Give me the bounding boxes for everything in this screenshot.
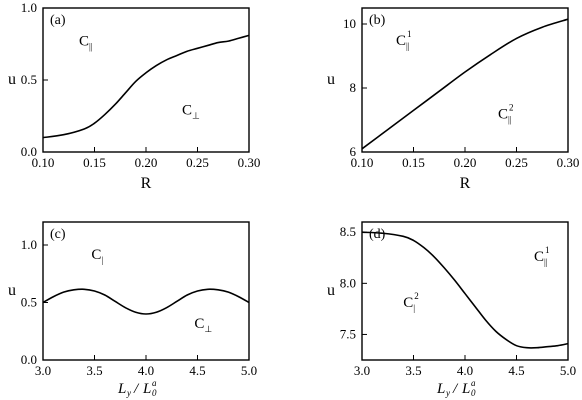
y-tick-label: 0.5 xyxy=(21,295,37,310)
x-tick-label: 3.5 xyxy=(405,363,421,378)
panel-label: (b) xyxy=(369,13,386,28)
region-label-main: C xyxy=(79,33,89,49)
x-axis-label-denominator-sub: 0 xyxy=(471,388,476,398)
region-label-main: C xyxy=(194,316,204,332)
region-label-sub: | xyxy=(101,255,103,265)
x-axis-label: R xyxy=(460,175,471,192)
y-axis-label: u xyxy=(8,71,16,88)
y-tick-label: 10 xyxy=(343,16,356,31)
x-axis-label-main-sub: y xyxy=(445,388,450,398)
y-tick-label: 1.0 xyxy=(21,237,37,252)
x-tick-label: 3.0 xyxy=(354,363,370,378)
x-tick-label: 4.5 xyxy=(508,363,524,378)
x-axis-label-denominator-sup: a xyxy=(152,378,157,388)
y-tick-label: 8.5 xyxy=(340,224,356,239)
plot-frame xyxy=(361,221,569,361)
region-label-sub: || xyxy=(89,41,93,51)
x-axis-label-main-sub: y xyxy=(126,388,131,398)
x-tick-label: 3.5 xyxy=(86,363,102,378)
region-label: C || 2 xyxy=(498,102,513,124)
y-tick-label: 7.5 xyxy=(340,326,356,341)
region-label-sub: ⊥ xyxy=(204,324,212,334)
x-tick-label: 0.30 xyxy=(238,155,261,170)
data-curve xyxy=(42,288,250,315)
x-axis-label-main: L xyxy=(436,381,445,397)
y-tick-label: 6 xyxy=(350,144,357,159)
data-curve xyxy=(42,34,250,139)
region-label-sub: ⊥ xyxy=(192,111,200,121)
region-label-sup: 1 xyxy=(407,29,412,39)
plot-frame xyxy=(42,7,250,153)
x-axis-label-denominator-sup: a xyxy=(471,378,476,388)
y-axis-label: u xyxy=(327,282,335,299)
x-tick-label: 0.20 xyxy=(135,155,158,170)
region-label: C ⊥ xyxy=(194,316,212,334)
x-tick-label: 4.0 xyxy=(138,363,154,378)
region-label-main: C xyxy=(91,247,101,263)
x-axis-label-denominator-sub: 0 xyxy=(152,388,157,398)
y-axis-label: u xyxy=(327,71,335,88)
x-tick-label: 5.0 xyxy=(241,363,257,378)
region-label-sub: || xyxy=(544,257,548,267)
region-label-sup: 2 xyxy=(509,102,513,112)
x-axis-label-main: L xyxy=(117,381,126,397)
region-label: C || 1 xyxy=(396,29,412,51)
x-axis-label-separator: / xyxy=(452,381,459,397)
x-axis-label-denominator: L xyxy=(142,381,151,397)
x-tick-label: 0.25 xyxy=(505,155,528,170)
region-label-main: C xyxy=(396,33,406,49)
region-label-main: C xyxy=(403,295,413,311)
x-axis-label: R xyxy=(141,175,152,192)
x-tick-label: 0.20 xyxy=(454,155,477,170)
x-axis-label-separator: / xyxy=(133,381,140,397)
y-tick-label: 8 xyxy=(350,80,357,95)
region-label-sub: | xyxy=(413,303,415,313)
region-label-sup: 2 xyxy=(414,291,419,301)
x-tick-label: 0.30 xyxy=(557,155,580,170)
y-tick-label: 0.0 xyxy=(21,352,37,367)
y-tick-label: 0.0 xyxy=(21,144,37,159)
x-tick-label: 4.0 xyxy=(457,363,473,378)
x-axis-label-denominator: L xyxy=(461,381,470,397)
x-tick-label: 0.15 xyxy=(402,155,425,170)
region-label-sub: || xyxy=(508,114,512,124)
y-tick-label: 1.0 xyxy=(21,0,37,15)
region-label-main: C xyxy=(534,249,544,265)
panel-a: 0.10 0.15 0.20 0.25 0.300.00.51.0(a)uRC ||C ⊥ xyxy=(8,0,260,192)
y-tick-label: 8.0 xyxy=(340,275,356,290)
x-tick-label: 0.25 xyxy=(186,155,209,170)
panel-label: (c) xyxy=(50,227,66,242)
data-curve xyxy=(361,231,569,349)
x-tick-label: 0.10 xyxy=(32,155,55,170)
panel-label: (d) xyxy=(369,227,386,242)
plot-frame xyxy=(42,221,250,361)
panel-label: (a) xyxy=(50,13,66,28)
y-tick-label: 0.5 xyxy=(21,72,37,87)
region-label-main: C xyxy=(182,103,192,119)
region-label: C || 1 xyxy=(534,245,550,267)
region-label: C | 2 xyxy=(403,291,419,313)
x-tick-label: 4.5 xyxy=(189,363,205,378)
x-tick-label: 0.15 xyxy=(83,155,106,170)
region-label: C ⊥ xyxy=(182,103,200,121)
x-tick-label: 5.0 xyxy=(560,363,576,378)
region-label-sup: 1 xyxy=(545,245,550,255)
x-tick-label: 3.0 xyxy=(35,363,51,378)
region-label: C || xyxy=(79,33,93,51)
x-tick-label: 0.10 xyxy=(351,155,374,170)
y-axis-label: u xyxy=(8,282,16,299)
region-label: C | xyxy=(91,247,103,265)
data-curve xyxy=(361,18,569,150)
region-label-sub: || xyxy=(406,41,410,51)
region-label-main: C xyxy=(498,106,508,122)
